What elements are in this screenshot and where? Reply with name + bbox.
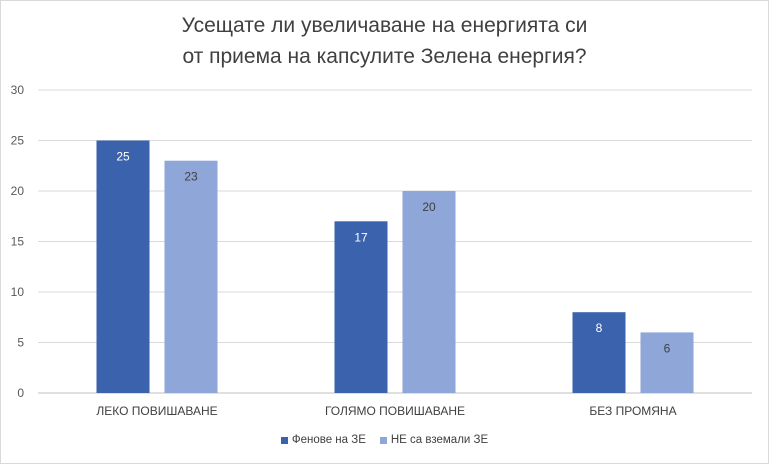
bar-series-2-3 — [640, 332, 694, 393]
bar-series-2-2 — [402, 191, 456, 393]
y-tick-label-2: 10 — [11, 285, 25, 299]
data-label-series-2-1: 23 — [184, 170, 198, 184]
bar-series-1-2 — [334, 221, 388, 393]
bar-series-1-1 — [96, 140, 150, 393]
category-label-2: ГОЛЯМО ПОВИШАВАНЕ — [325, 404, 465, 418]
legend-item-series-1: Фенове на ЗЕ — [280, 434, 366, 446]
data-label-series-1-1: 25 — [116, 150, 130, 164]
y-tick-label-3: 15 — [11, 235, 25, 249]
data-label-series-1-2: 17 — [354, 230, 368, 244]
data-label-series-2-3: 6 — [664, 341, 671, 355]
chart-title: Усещате ли увеличаване на енергията си о… — [0, 10, 769, 72]
y-tick-label-4: 20 — [11, 184, 25, 198]
bar-series-2-1 — [164, 160, 218, 393]
y-tick-label-0: 0 — [17, 386, 24, 400]
bar-series-1-3 — [572, 312, 626, 393]
legend-swatch-series-1 — [280, 436, 288, 444]
data-label-series-1-3: 8 — [596, 321, 603, 335]
legend-swatch-series-2 — [379, 436, 387, 444]
legend-label-series-1: Фенове на ЗЕ — [291, 434, 366, 446]
legend-label-series-2: НЕ са вземали ЗЕ — [390, 434, 489, 446]
legend-item-series-2: НЕ са вземали ЗЕ — [379, 434, 489, 446]
y-tick-label-1: 5 — [17, 336, 24, 350]
chart-legend: Фенове на ЗЕ НЕ са вземали ЗЕ — [0, 434, 769, 446]
data-label-series-2-2: 20 — [422, 200, 436, 214]
category-label-3: БЕЗ ПРОМЯНА — [589, 404, 676, 418]
chart-title-line-2: от приема на капсулите Зелена енергия? — [182, 45, 587, 68]
category-label-1: ЛЕКО ПОВИШАВАНЕ — [96, 404, 217, 418]
y-tick-label-5: 25 — [11, 134, 25, 148]
y-tick-label-6: 30 — [11, 83, 25, 97]
chart-title-line-1: Усещате ли увеличаване на енергията си — [181, 14, 588, 37]
